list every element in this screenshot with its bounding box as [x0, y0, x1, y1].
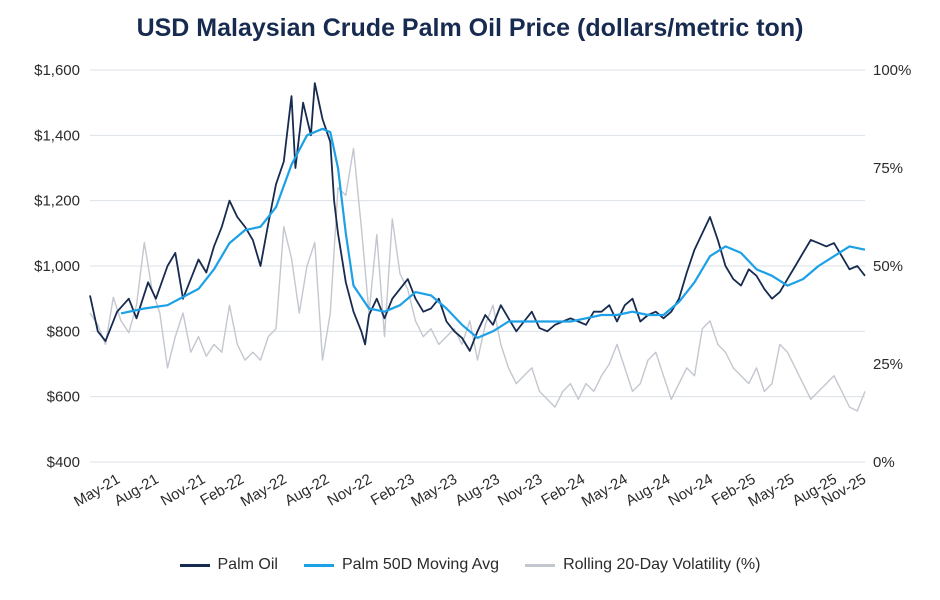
y-right-tick-label: 50%: [873, 258, 903, 275]
x-tick-label: Nov-22: [324, 471, 374, 510]
x-tick-label: Nov-24: [665, 471, 715, 510]
y-left-tick-label: $1,000: [34, 258, 80, 275]
y-left-tick-label: $600: [47, 389, 80, 406]
y-left-tick-label: $1,600: [34, 62, 80, 79]
legend-label-palm-oil: Palm Oil: [217, 556, 278, 573]
x-tick-label: Feb-24: [538, 471, 588, 509]
series-line-palm-oil: [89, 82, 866, 352]
x-tick-label: Aug-24: [623, 471, 673, 510]
x-tick-label: Nov-23: [495, 471, 545, 510]
series-line-volatility: [89, 147, 866, 412]
x-tick-label: Feb-23: [368, 471, 418, 509]
x-tick-label: Nov-21: [158, 471, 208, 510]
legend-item-palm-oil: Palm Oil: [179, 556, 278, 574]
y-left-tick-label: $800: [47, 323, 80, 340]
legend-item-volatility: Rolling 20-Day Volatility (%): [525, 556, 760, 574]
legend-swatch-volatility: [525, 563, 556, 567]
x-tick-label: May-24: [579, 471, 631, 511]
x-tick-label: Feb-22: [197, 471, 247, 509]
y-right-tick-label: 0%: [873, 454, 895, 471]
legend-swatch-palm-oil: [179, 563, 210, 567]
y-right-tick-label: 75%: [873, 160, 903, 177]
y-left-tick-label: $1,200: [34, 193, 80, 210]
x-tick-label: Aug-22: [282, 471, 332, 510]
y-right-tick-label: 100%: [873, 62, 911, 79]
series-line-moving-avg: [120, 127, 866, 339]
x-tick-label: Aug-23: [452, 471, 502, 510]
x-tick-label: Aug-21: [111, 471, 161, 510]
chart-title: USD Malaysian Crude Palm Oil Price (doll…: [136, 14, 804, 42]
y-left-tick-label: $1,400: [34, 127, 80, 144]
x-tick-label: May-23: [408, 471, 460, 511]
legend-swatch-moving-avg: [303, 563, 334, 567]
x-tick-label: May-22: [238, 471, 290, 511]
x-tick-label: May-21: [71, 471, 123, 511]
y-right-tick-label: 25%: [873, 356, 903, 373]
legend-label-volatility: Rolling 20-Day Volatility (%): [563, 556, 761, 573]
legend: Palm Oil Palm 50D Moving Avg Rolling 20-…: [0, 556, 940, 574]
legend-label-moving-avg: Palm 50D Moving Avg: [341, 556, 500, 573]
y-left-tick-label: $400: [47, 454, 80, 471]
legend-item-moving-avg: Palm 50D Moving Avg: [303, 556, 500, 574]
